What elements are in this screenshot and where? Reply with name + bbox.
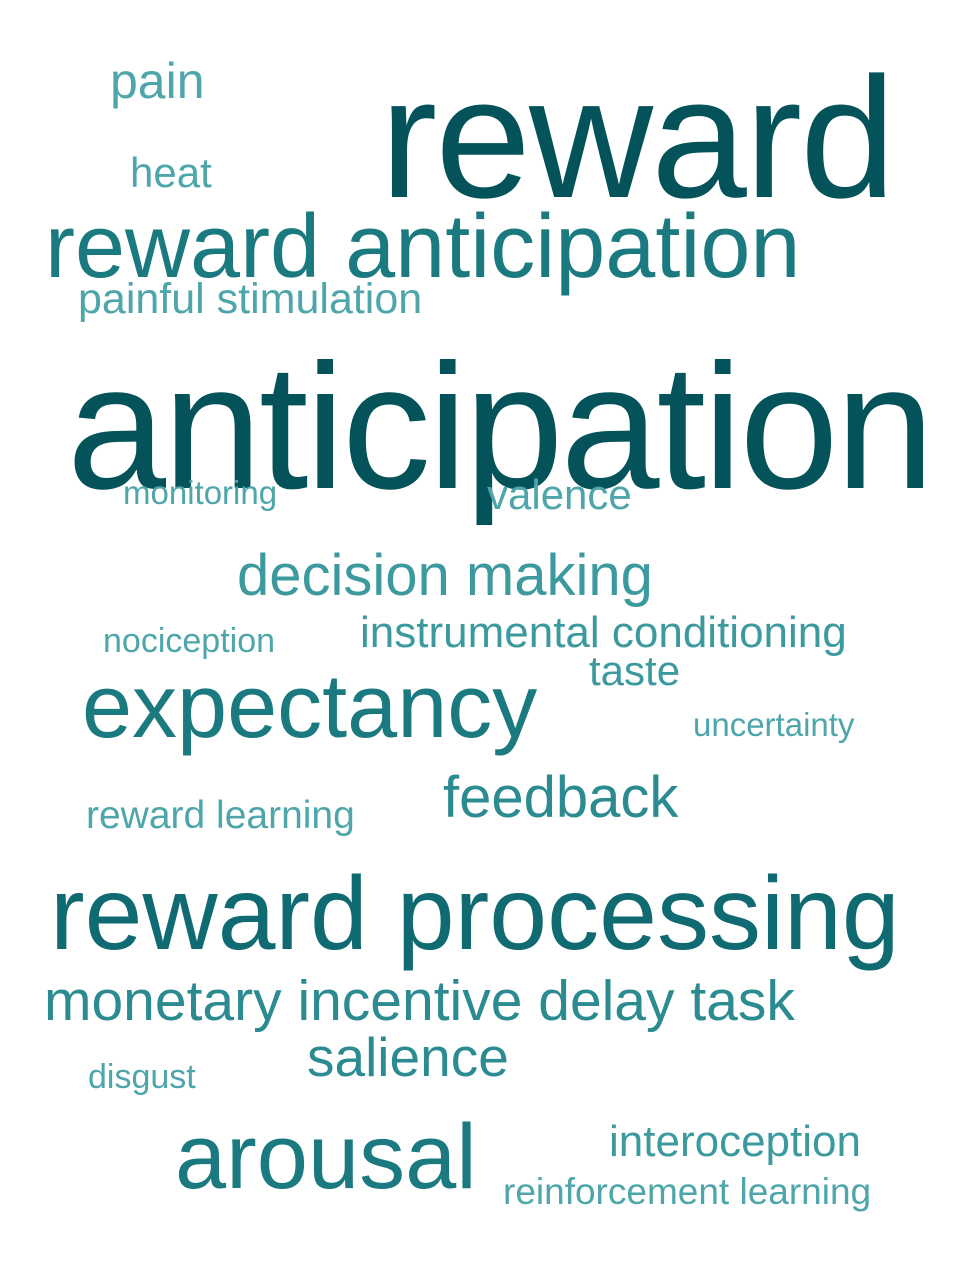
word-uncertainty: uncertainty (693, 706, 855, 743)
word-reward-processing: reward processing (50, 856, 900, 972)
word-heat: heat (130, 149, 212, 196)
word-anticipation: anticipation (67, 327, 935, 526)
word-painful-stimulation: painful stimulation (78, 275, 423, 323)
word-reward-learning: reward learning (86, 794, 355, 837)
word-valence: valence (487, 471, 632, 518)
word-interoception: interoception (609, 1117, 861, 1166)
word-nociception: nociception (103, 622, 276, 660)
word-salience: salience (307, 1026, 509, 1088)
word-expectancy: expectancy (82, 657, 538, 757)
word-decision-making: decision making (237, 543, 653, 608)
word-monitoring: monitoring (123, 474, 278, 511)
word-reward-anticipation: reward anticipation (45, 197, 801, 297)
word-monetary-incentive-delay-task: monetary incentive delay task (44, 969, 795, 1033)
word-arousal: arousal (175, 1106, 477, 1208)
word-reinforcement-learning: reinforcement learning (503, 1171, 872, 1212)
word-instrumental-conditioning: instrumental conditioning (360, 608, 847, 657)
word-taste: taste (589, 647, 681, 694)
word-pain: pain (110, 53, 205, 109)
word-feedback: feedback (443, 765, 679, 830)
word-reward: reward (380, 42, 896, 234)
word-disgust: disgust (88, 1058, 196, 1096)
